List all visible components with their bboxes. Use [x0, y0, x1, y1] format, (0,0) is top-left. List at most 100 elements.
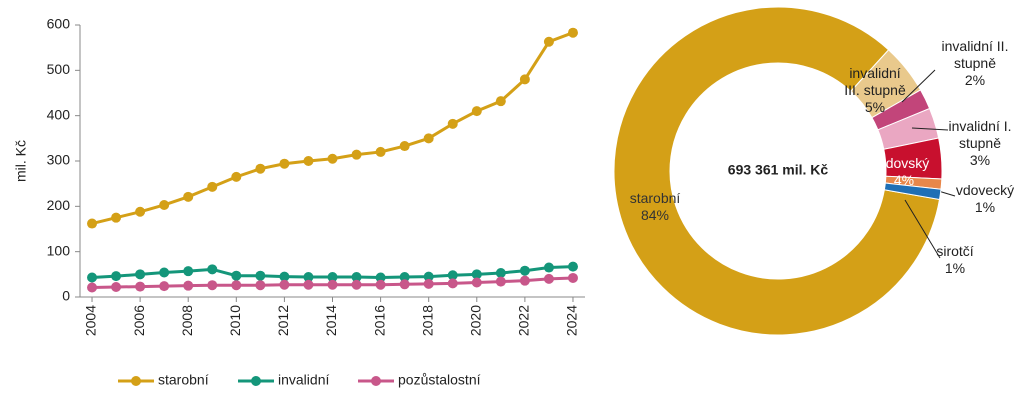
point	[207, 264, 218, 275]
point	[495, 267, 506, 278]
x-tick-label: 2020	[467, 305, 483, 336]
point	[255, 280, 266, 291]
point	[399, 272, 410, 283]
point	[183, 191, 194, 202]
slice-value: 4%	[893, 172, 915, 188]
point	[423, 271, 434, 282]
point	[279, 158, 290, 169]
point	[567, 261, 578, 272]
legend-label: starobní	[158, 372, 209, 388]
y-tick-label: 200	[47, 197, 71, 213]
point	[375, 146, 386, 157]
leader-line	[901, 69, 936, 103]
point	[471, 277, 482, 288]
slice	[883, 182, 942, 201]
slice	[613, 6, 941, 336]
slice-value: 84%	[640, 207, 670, 223]
legend-label: pozůstalostní	[398, 372, 481, 388]
legend-marker	[251, 376, 261, 386]
point	[327, 272, 338, 283]
point	[87, 272, 98, 283]
point	[207, 181, 218, 192]
point	[279, 279, 290, 290]
point	[423, 133, 434, 144]
point	[519, 265, 530, 276]
series-line	[91, 31, 574, 226]
point	[567, 272, 578, 283]
slice-value: 2%	[964, 72, 986, 88]
y-tick-label: 0	[62, 288, 70, 304]
point	[159, 267, 170, 278]
legend-marker	[131, 376, 141, 386]
point	[255, 163, 266, 174]
point	[327, 279, 338, 290]
slice-label: invalidní II. stupně	[941, 38, 1009, 71]
point	[423, 278, 434, 289]
point	[351, 279, 362, 290]
leader-line	[904, 199, 941, 259]
point	[543, 36, 554, 47]
slice-value: 5%	[864, 99, 886, 115]
x-tick-label: 2008	[179, 305, 195, 336]
x-tick-label: 2024	[564, 305, 580, 336]
slice-label: sirotčí	[936, 243, 974, 259]
point	[447, 118, 458, 129]
point	[543, 262, 554, 273]
point	[111, 212, 122, 223]
x-tick-label: 2004	[83, 305, 99, 336]
legend-label: invalidní	[278, 372, 329, 388]
point	[399, 279, 410, 290]
point	[303, 272, 314, 283]
slice-label: starobní	[629, 190, 681, 206]
point	[183, 266, 194, 277]
x-tick-label: 2006	[131, 305, 147, 336]
point	[495, 96, 506, 107]
point	[207, 280, 218, 291]
legend-marker	[371, 376, 381, 386]
point	[279, 271, 290, 282]
y-tick-label: 500	[47, 61, 71, 77]
x-tick-label: 2018	[419, 305, 435, 336]
point	[471, 106, 482, 117]
point	[255, 270, 266, 281]
slice-value: 1%	[974, 199, 996, 215]
slice-label: invalidní III. stupně	[844, 65, 906, 98]
point	[351, 272, 362, 283]
point	[87, 218, 98, 229]
x-tick-label: 2022	[516, 305, 532, 336]
point	[303, 156, 314, 166]
point	[231, 171, 242, 182]
slice-label: invalidní I. stupně	[948, 118, 1012, 151]
point	[231, 280, 242, 291]
leader-line	[911, 127, 949, 131]
point	[183, 280, 194, 291]
point	[87, 282, 98, 293]
slice-label: vdovecký	[955, 182, 1015, 198]
y-tick-label: 600	[47, 16, 71, 32]
y-axis-label: mil. Kč	[13, 140, 29, 182]
y-tick-label: 400	[47, 106, 71, 122]
point	[447, 278, 458, 289]
point	[375, 272, 386, 283]
point	[375, 279, 386, 290]
point	[471, 269, 482, 280]
point	[447, 270, 458, 281]
point	[327, 153, 338, 164]
point	[519, 74, 530, 85]
point	[135, 281, 146, 292]
point	[135, 206, 146, 217]
point	[519, 275, 530, 286]
point	[231, 270, 242, 281]
slice-label: vdovský	[878, 155, 930, 171]
point	[351, 149, 362, 160]
point	[303, 279, 314, 290]
slice-value: 1%	[944, 260, 966, 276]
x-tick-label: 2016	[371, 305, 387, 336]
point	[495, 276, 506, 287]
x-tick-label: 2010	[227, 305, 243, 336]
point	[399, 141, 410, 152]
point	[135, 269, 146, 280]
center-label: 693 361 mil. Kč	[728, 162, 829, 178]
